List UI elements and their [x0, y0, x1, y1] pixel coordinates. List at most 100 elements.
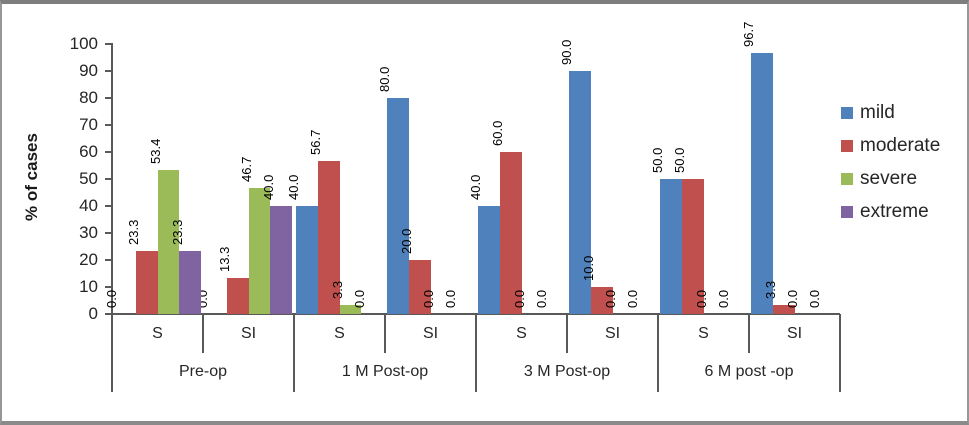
y-axis-tick-mark: [105, 286, 113, 288]
legend-label: extreme: [860, 200, 929, 222]
y-axis-tick-mark: [105, 178, 113, 180]
category-divider-major: [475, 314, 477, 392]
y-axis-tick-label: 100: [69, 34, 98, 53]
x-axis-sub-label: S: [334, 325, 345, 342]
bar-moderate: [317, 160, 340, 314]
bar-data-label: 46.7: [238, 156, 254, 182]
bar-mild: [660, 179, 682, 314]
bar-data-label: 3.3: [329, 281, 345, 300]
bar-data-label: 0.0: [602, 289, 618, 308]
y-axis-tick-mark: [105, 151, 113, 153]
bar-extreme: [270, 206, 292, 314]
y-axis-tick-label: 20: [79, 250, 98, 269]
bar-data-label: 0.0: [715, 289, 731, 308]
bar-data-label: 0.0: [624, 289, 640, 308]
category-divider-major: [839, 314, 841, 392]
y-axis-tick-mark: [105, 205, 113, 207]
category-divider-minor: [748, 314, 750, 353]
bar-data-label: 60.0: [490, 120, 506, 146]
bar-moderate: [408, 260, 431, 314]
bar-data-label: 40.0: [260, 174, 276, 200]
bar-moderate: [772, 305, 795, 314]
legend-label: severe: [860, 167, 918, 189]
bar-moderate: [681, 179, 704, 314]
x-axis-sub-label: S: [698, 325, 709, 342]
bar-severe: [248, 187, 271, 314]
y-axis-line: [111, 44, 113, 314]
bar-data-label: 3.3: [763, 281, 779, 300]
y-axis-tick-label: 10: [79, 277, 98, 296]
legend-item-extreme: extreme: [841, 195, 940, 228]
y-axis-tick-label: 0: [88, 304, 98, 323]
bar-data-label: 50.0: [650, 147, 666, 173]
legend-item-mild: mild: [841, 96, 940, 129]
bar-mild: [478, 206, 500, 314]
legend-item-severe: severe: [841, 162, 940, 195]
x-axis-sub-label: SI: [604, 325, 621, 342]
legend-marker-severe: [841, 172, 853, 185]
y-axis-tick-label: 40: [79, 196, 98, 215]
y-axis-tick-mark: [105, 70, 113, 72]
bar-mild: [387, 98, 409, 314]
bar-moderate: [590, 287, 613, 314]
bar-moderate: [226, 278, 249, 314]
x-axis-period-label: 6 M post -op: [704, 363, 794, 380]
legend-item-moderate: moderate: [841, 129, 940, 162]
y-axis-tick-label: 70: [79, 115, 98, 134]
x-axis-sub-label: S: [516, 325, 527, 342]
x-axis-sub-label: S: [152, 325, 163, 342]
legend-marker-mild: [841, 106, 853, 119]
bar-data-label: 23.3: [169, 219, 185, 246]
legend-marker-extreme: [841, 205, 853, 218]
y-axis-tick-label: 60: [79, 142, 98, 161]
y-axis-tick-mark: [105, 232, 113, 234]
bar-data-label: 0.0: [533, 289, 549, 308]
bar-mild: [296, 206, 318, 314]
bar-data-label: 20.0: [399, 228, 415, 254]
bar-data-label: 0.0: [806, 289, 822, 308]
bar-data-label: 0.0: [420, 289, 436, 308]
bar-data-label: 50.0: [672, 147, 688, 173]
bar-data-label: 96.7: [741, 21, 757, 47]
legend: mild moderate severe extreme: [841, 96, 940, 228]
legend-label: mild: [860, 101, 895, 123]
bar-data-label: 90.0: [559, 39, 575, 65]
y-axis-tick-label: 50: [79, 169, 98, 188]
bar-data-label: 40.0: [286, 174, 302, 200]
category-divider-minor: [566, 314, 568, 353]
bar-data-label: 0.0: [104, 289, 120, 308]
bar-data-label: 0.0: [511, 289, 527, 308]
category-divider-major: [111, 314, 113, 392]
y-axis-tick-mark: [105, 313, 113, 315]
bar-data-label: 0.0: [693, 289, 709, 308]
x-axis-sub-label: SI: [240, 325, 257, 342]
x-axis-period-label: 3 M Post-op: [523, 363, 611, 380]
category-divider-minor: [202, 314, 204, 353]
bar-data-label: 56.7: [308, 129, 324, 155]
x-axis-period-label: 1 M Post-op: [341, 363, 429, 380]
bar-data-label: 0.0: [784, 289, 800, 308]
y-axis-title: % of cases: [22, 133, 41, 221]
y-axis-tick-label: 30: [79, 223, 98, 242]
bar-moderate: [499, 152, 522, 314]
bar-moderate: [135, 251, 158, 314]
bar-severe: [157, 169, 180, 314]
bar-mild: [569, 71, 591, 314]
bar-data-label: 13.3: [217, 246, 233, 273]
x-axis-period-label: Pre-op: [178, 363, 228, 380]
bar-data-label: 40.0: [468, 174, 484, 200]
y-axis-tick-mark: [105, 43, 113, 45]
bar-severe: [339, 305, 362, 314]
bar-mild: [751, 52, 773, 314]
category-divider-major: [293, 314, 295, 392]
category-divider-major: [657, 314, 659, 392]
legend-label: moderate: [860, 134, 941, 156]
bar-data-label: 0.0: [442, 289, 458, 308]
y-axis-tick-label: 90: [79, 61, 98, 80]
bar-data-label: 10.0: [581, 255, 597, 281]
bar-data-label: 53.4: [147, 138, 163, 164]
bar-data-label: 80.0: [377, 66, 393, 92]
legend-marker-moderate: [841, 139, 853, 152]
x-axis-sub-label: SI: [422, 325, 439, 342]
